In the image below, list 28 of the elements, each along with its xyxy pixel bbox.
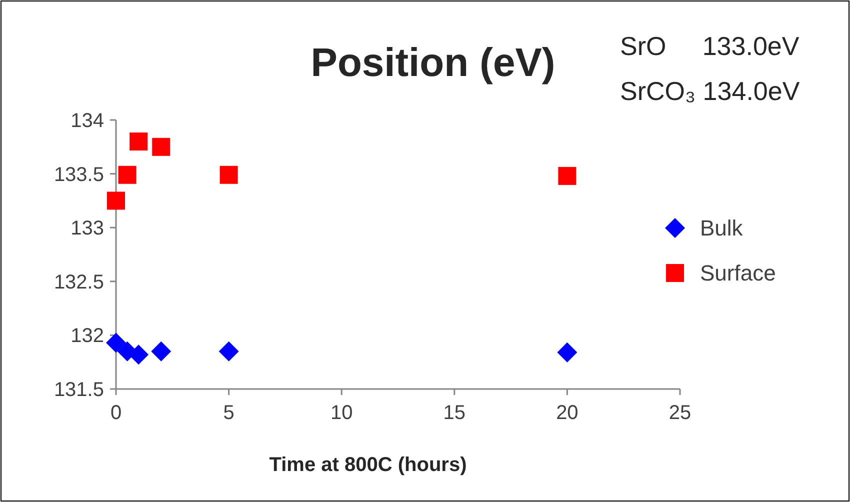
x-tick-label: 0 <box>110 402 122 424</box>
text: SrO 133.0eV <box>620 31 800 61</box>
point <box>107 192 125 210</box>
y-tick-label: 132 <box>70 325 104 348</box>
chart-title: Position (eV) <box>310 41 556 85</box>
text: SrCO₃ 134.0eV <box>620 76 800 106</box>
point <box>106 332 126 353</box>
point <box>151 341 172 362</box>
y-tick-label: 133 <box>70 218 104 240</box>
point <box>220 166 238 184</box>
point <box>557 342 578 362</box>
point <box>558 166 576 185</box>
point <box>152 138 170 156</box>
point <box>118 166 136 184</box>
y-tick-label: 132.5 <box>54 271 104 294</box>
x-tick-label: 15 <box>443 402 466 424</box>
x-tick-label: 10 <box>330 402 353 424</box>
point <box>218 341 239 362</box>
point <box>130 132 148 151</box>
x-tick-label: 5 <box>223 402 234 424</box>
y-tick-label: 134 <box>70 110 104 132</box>
x-tick-label: 20 <box>556 402 578 424</box>
x-tick-label: 25 <box>668 402 692 424</box>
legend-label: Surface <box>700 260 776 286</box>
y-tick-label: 133.5 <box>54 164 104 186</box>
legend-label: Bulk <box>700 216 744 241</box>
x-axis-title: Time at 800C (hours) <box>269 454 467 476</box>
y-tick-label: 131.5 <box>54 379 104 401</box>
